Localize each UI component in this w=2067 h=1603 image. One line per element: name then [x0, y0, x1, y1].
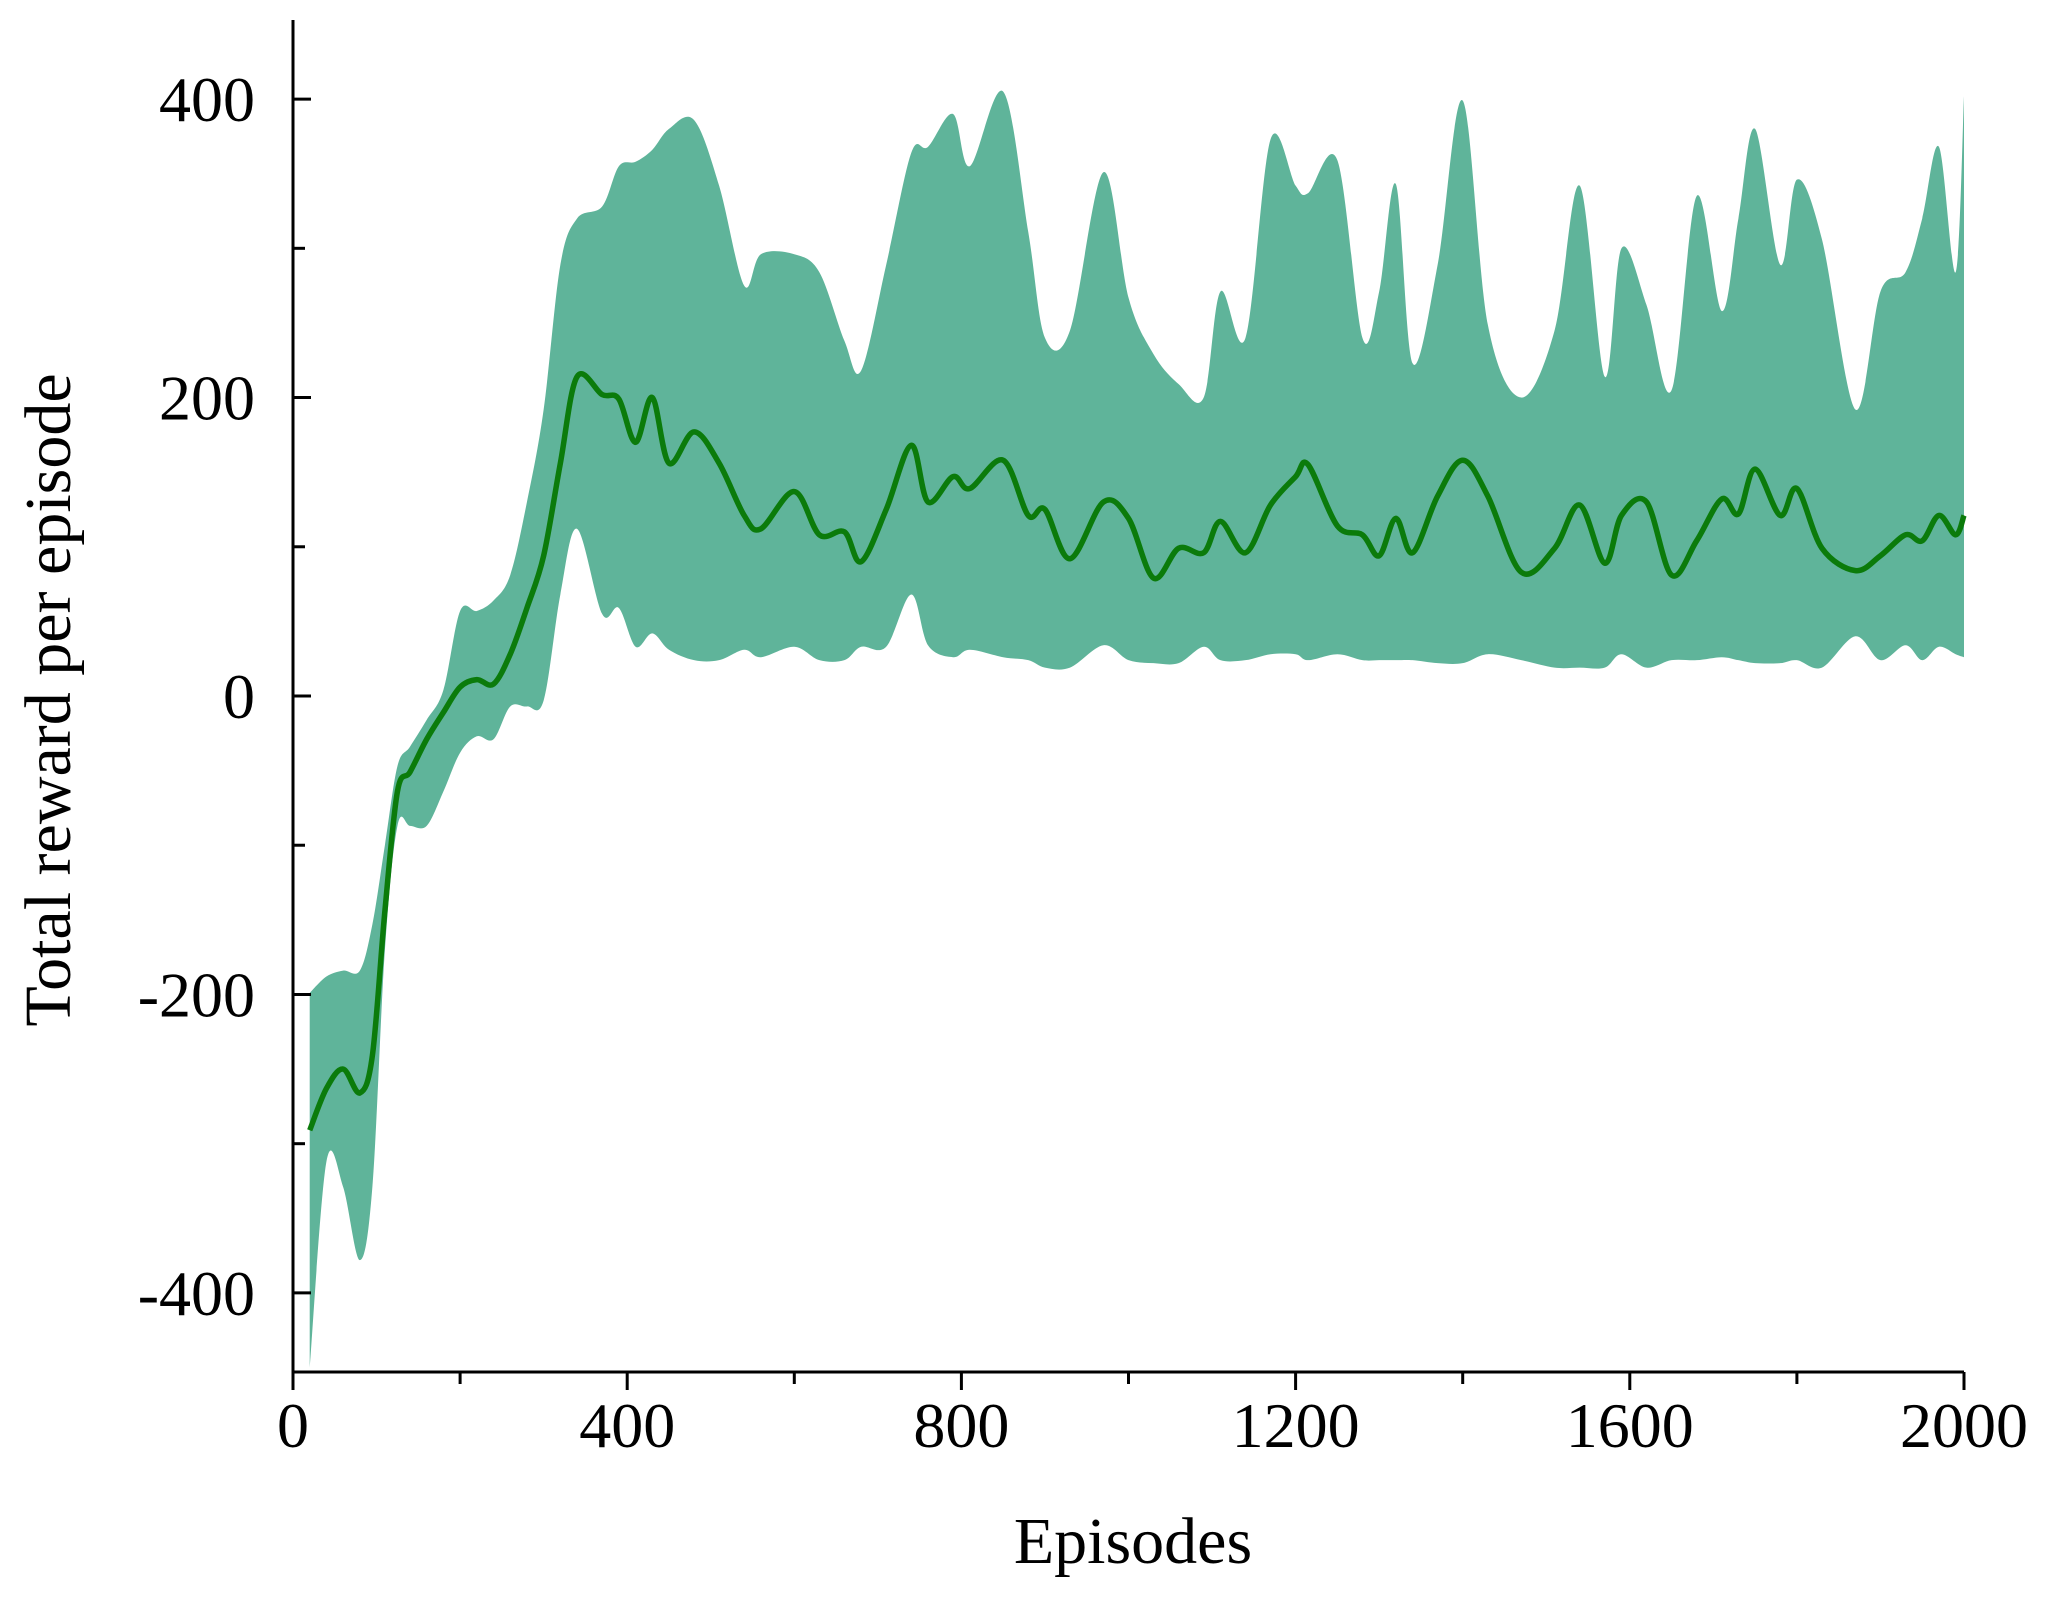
x-tick-label: 0: [277, 1390, 309, 1461]
y-axis-label: Total reward per episode: [12, 373, 85, 1026]
y-tick-label: 0: [223, 661, 255, 732]
x-tick-label: 800: [913, 1390, 1009, 1461]
y-tick-label: -400: [138, 1258, 255, 1329]
x-tick-label: 400: [579, 1390, 675, 1461]
x-tick-label: 1600: [1566, 1390, 1694, 1461]
y-tick-label: 200: [159, 363, 255, 434]
band: [309, 90, 1965, 1368]
y-tick-label: 400: [159, 64, 255, 135]
line: [307, 371, 1967, 1132]
x-tick-label: 2000: [1900, 1390, 2028, 1461]
y-tick-label: -200: [138, 959, 255, 1030]
x-axis-label: Episodes: [1014, 1505, 1252, 1578]
x-tick-label: 1200: [1232, 1390, 1360, 1461]
